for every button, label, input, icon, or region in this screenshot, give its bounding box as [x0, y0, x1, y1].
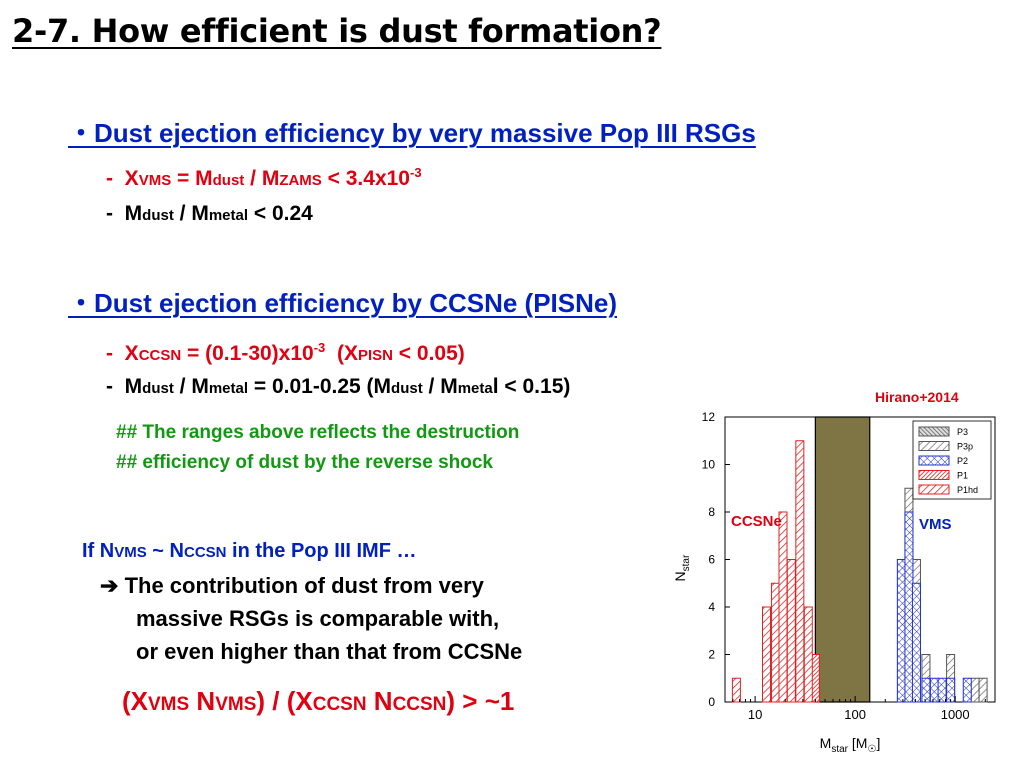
legend-swatch-p2 — [918, 455, 950, 466]
mass-band — [814, 416, 871, 703]
legend-label-p1hd: P1hd — [957, 485, 978, 495]
legend-swatch-p1 — [918, 470, 950, 480]
conclusion-line-3: or even higher than that from CCSNe — [136, 639, 523, 664]
bar-p2 — [946, 677, 956, 703]
bar-p2 — [904, 511, 914, 703]
legend-label-p1: P1 — [957, 471, 968, 481]
note-line-2: ## efficiency of dust by the reverse sho… — [116, 452, 493, 473]
ccsne-annotation: CCSNe — [731, 513, 782, 530]
bar-p1hd — [778, 511, 788, 703]
conclusion-line-1: ➔ The contribution of dust from very — [100, 573, 484, 598]
mdust-mmetal-line-2: - Mdust / Mmetal = 0.01-0.25 (Mdust / Mm… — [106, 375, 571, 398]
bar-p2 — [962, 677, 972, 703]
bar-p2 — [937, 677, 947, 703]
legend-label-p2: P2 — [957, 456, 968, 466]
x-tick-label: 10 — [748, 707, 762, 722]
x-tick-label: 100 — [844, 707, 866, 722]
conclusion-premise: If NVMS ~ NCCSN in the Pop III IMF … — [82, 540, 417, 562]
bar-p2 — [911, 582, 921, 703]
mdust-mmetal-line-1: - Mdust / Mmetal < 0.24 — [106, 202, 313, 225]
vms-annotation: VMS — [919, 516, 952, 533]
y-tick-label: 2 — [708, 648, 715, 662]
bar-p1hd — [771, 582, 781, 703]
legend-swatch-p1hd — [918, 484, 950, 495]
y-tick-label: 10 — [702, 458, 716, 472]
conclusion-line-2: massive RSGs is comparable with, — [136, 606, 500, 631]
page-title: 2-7. How efficient is dust formation? — [12, 12, 662, 50]
histogram-chart: 0 2 4 6 8 10 12 10 100 1000 Mstar [M☉] Nstar P3 P3p P2… — [672, 410, 996, 755]
section-heading-vms: ・Dust ejection efficiency by very massiv… — [68, 118, 756, 148]
arrow-icon: ➔ — [100, 573, 119, 598]
bar-p3p — [970, 677, 980, 703]
y-tick-label: 12 — [702, 410, 716, 424]
y-tick-label: 8 — [708, 505, 715, 519]
bar-p1hd — [795, 440, 805, 703]
legend-label-p3p: P3p — [957, 442, 973, 452]
bar-p3p — [978, 677, 988, 703]
bar-p2 — [929, 677, 939, 703]
y-axis-label: Nstar — [672, 554, 692, 581]
x-ccsn-line: - XCCSN = (0.1-30)x10-3 (XPISN < 0.05) — [106, 340, 465, 365]
bar-p2 — [896, 559, 906, 703]
citation: Hirano+2014 — [875, 389, 959, 405]
bar-p1hd — [762, 606, 772, 703]
note-line-1: ## The ranges above reflects the destruc… — [116, 422, 520, 443]
section-heading-ccsne: ・Dust ejection efficiency by CCSNe (PISN… — [68, 288, 618, 318]
legend-swatch-p3 — [918, 426, 950, 437]
bar-p1hd — [803, 606, 813, 703]
y-tick-label: 4 — [708, 600, 715, 614]
y-tick-label: 0 — [708, 695, 715, 709]
final-relation: (XVMS NVMS) / (XCCSN NCCSN) > ~1 — [122, 686, 515, 716]
x-tick-label: 1000 — [941, 707, 970, 722]
legend-swatch-p3p — [918, 441, 950, 451]
bar-p1hd — [786, 559, 796, 703]
bar-p1hd — [731, 677, 741, 703]
y-tick-label: 6 — [708, 553, 715, 567]
x-vms-line: - XVMS = Mdust / MZAMS < 3.4x10-3 — [106, 165, 422, 190]
bar-p2 — [921, 677, 931, 703]
legend-label-p3: P3 — [957, 427, 968, 437]
x-axis-label: Mstar [M☉] — [820, 735, 881, 755]
